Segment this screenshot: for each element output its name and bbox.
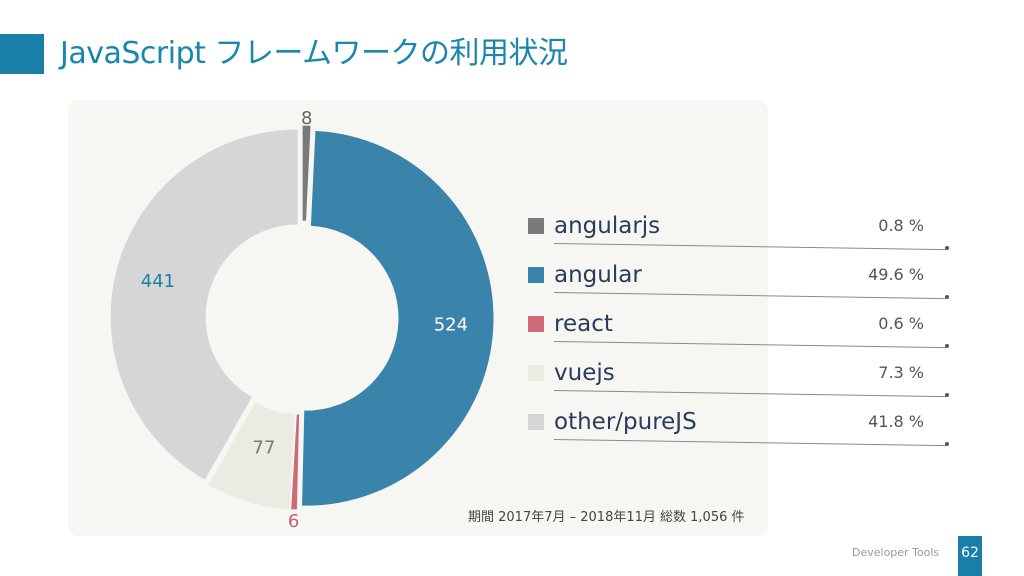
- legend-item-angularjs: angularjs 0.8 %: [528, 208, 958, 251]
- value-label-other-purejs: 441: [141, 271, 175, 292]
- title-accent-block: [0, 34, 44, 74]
- value-label-angularjs: 8: [301, 108, 312, 129]
- legend-swatch: [528, 267, 544, 283]
- legend-dot: [945, 295, 949, 299]
- legend-percent: 49.6 %: [868, 265, 924, 284]
- legend-percent: 0.8 %: [878, 216, 924, 235]
- legend-dot: [945, 344, 949, 348]
- legend-percent: 0.6 %: [878, 314, 924, 333]
- legend-label: react: [554, 311, 613, 337]
- slide-title: JavaScript フレームワークの利用状況: [60, 36, 568, 71]
- legend-label: vuejs: [554, 360, 615, 386]
- legend-item-angular: angular 49.6 %: [528, 257, 958, 300]
- slice-other-purejs: [109, 128, 299, 482]
- legend-dot: [945, 393, 949, 397]
- legend-percent: 7.3 %: [878, 363, 924, 382]
- value-label-angular: 524: [434, 314, 468, 335]
- legend-percent: 41.8 %: [868, 412, 924, 431]
- slice-vuejs: [207, 401, 296, 511]
- legend-swatch: [528, 365, 544, 381]
- legend-item-react: react 0.6 %: [528, 306, 958, 349]
- legend-swatch: [528, 414, 544, 430]
- legend-label: other/pureJS: [554, 409, 697, 435]
- legend-swatch: [528, 218, 544, 234]
- value-label-vuejs: 77: [252, 437, 275, 458]
- footer-text: Developer Tools: [852, 546, 940, 559]
- slice-angularjs: [301, 124, 312, 222]
- legend-item-vuejs: vuejs 7.3 %: [528, 355, 958, 398]
- legend-label: angularjs: [554, 213, 661, 239]
- legend-item-other-purejs: other/pureJS 41.8 %: [528, 404, 958, 447]
- slice-react: [290, 413, 301, 511]
- period-note: 期間 2017年7月 – 2018年11月 総数 1,056 件: [468, 510, 745, 525]
- legend-dot: [945, 442, 949, 446]
- legend-swatch: [528, 316, 544, 332]
- page-number: 62: [958, 536, 982, 576]
- slice-angular: [301, 129, 495, 507]
- legend-label: angular: [554, 262, 642, 288]
- value-label-react: 6: [288, 511, 299, 532]
- legend-dot: [945, 246, 949, 250]
